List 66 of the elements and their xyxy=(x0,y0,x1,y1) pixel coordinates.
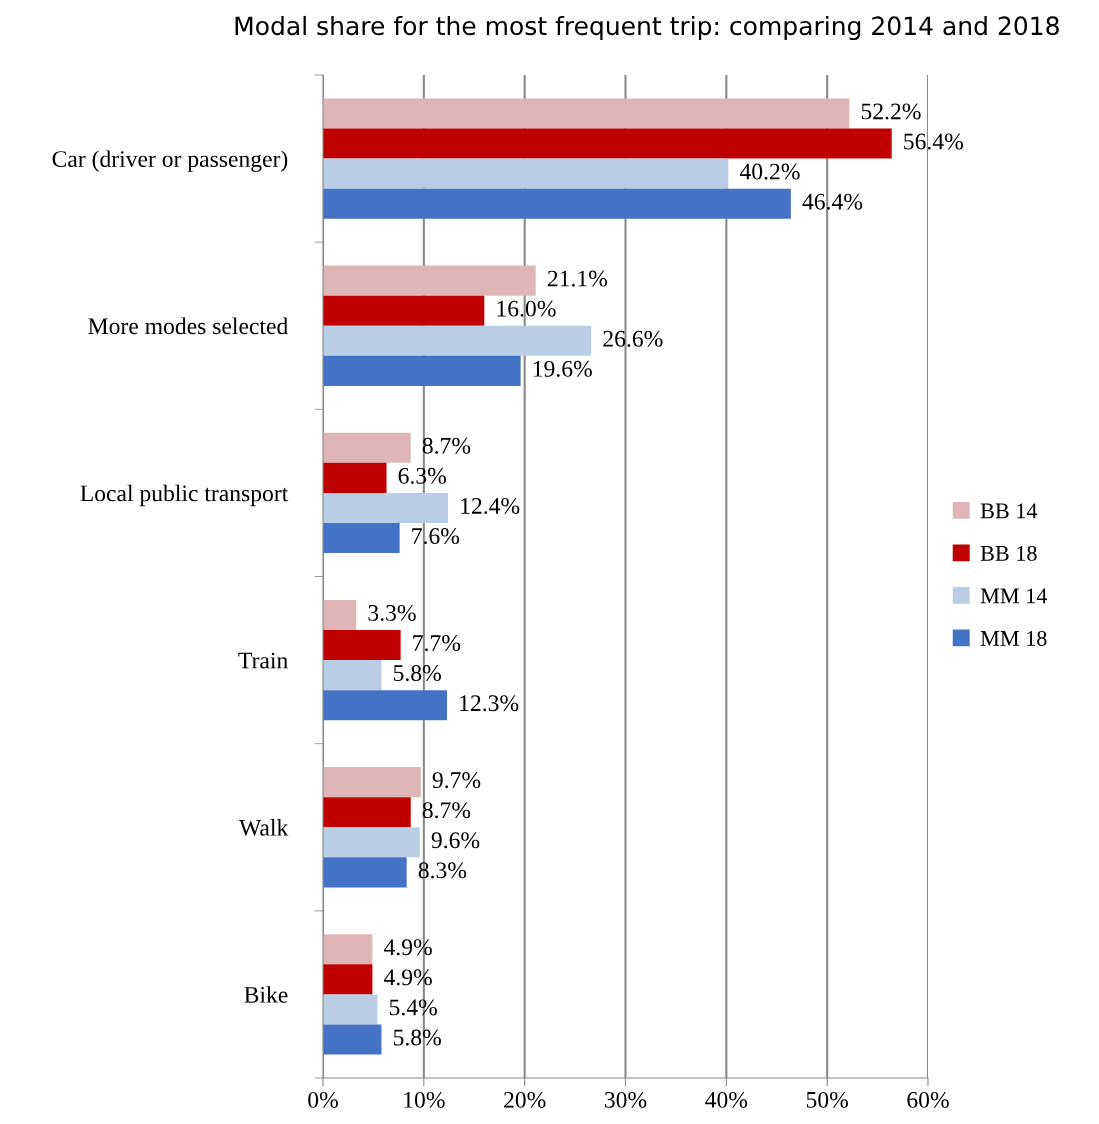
bar xyxy=(323,964,373,995)
x-tick-label: 30% xyxy=(604,1091,647,1108)
bar xyxy=(323,660,382,691)
bar xyxy=(323,158,729,189)
bar xyxy=(323,934,373,965)
bar xyxy=(323,295,485,326)
data-label: 12.3% xyxy=(460,695,519,712)
data-label: 26.6% xyxy=(603,330,663,347)
data-label: 9.6% xyxy=(431,832,480,849)
bar xyxy=(323,523,400,554)
bar xyxy=(323,994,378,1025)
data-label: 6.3% xyxy=(398,467,447,484)
bar xyxy=(323,827,420,858)
bar xyxy=(323,188,791,219)
data-label: 56.4% xyxy=(904,133,963,150)
x-tick-label: 60% xyxy=(907,1091,949,1108)
bar xyxy=(323,265,536,296)
x-tick-label: 20% xyxy=(504,1091,546,1108)
bar xyxy=(323,492,449,524)
y-tick-label: Local public transport xyxy=(80,484,289,507)
y-tick-label: Train xyxy=(238,652,288,669)
y-tick-label: More modes selected xyxy=(88,317,288,335)
bar xyxy=(323,128,892,159)
chart-title: Modal share for the most frequent trip: comparing 2014 and 2018 xyxy=(235,15,1059,41)
bar xyxy=(323,690,448,721)
legend-label: BB 14 xyxy=(980,503,1038,519)
y-tick-label: Car (driver or passenger) xyxy=(52,150,288,172)
bar xyxy=(323,1024,382,1055)
bar xyxy=(323,629,401,661)
data-label: 5.8% xyxy=(393,665,441,682)
data-label: 4.9% xyxy=(383,939,432,956)
data-label: 5.4% xyxy=(389,999,437,1016)
data-label: 46.4% xyxy=(802,193,863,210)
data-label: 19.6% xyxy=(533,360,592,377)
bar xyxy=(323,857,407,888)
data-label: 12.4% xyxy=(461,497,520,514)
bar xyxy=(323,462,387,493)
x-tick-label: 40% xyxy=(705,1091,748,1108)
data-label: 21.1% xyxy=(547,270,608,287)
data-label: 52.2% xyxy=(861,103,921,120)
data-label: 7.6% xyxy=(412,528,460,545)
bar xyxy=(323,767,421,798)
data-label: 9.7% xyxy=(432,772,481,789)
bar xyxy=(323,325,592,356)
data-label: 4.9% xyxy=(383,969,432,986)
bar xyxy=(323,797,411,828)
data-label: 16.0% xyxy=(497,300,556,317)
x-tick-label: 10% xyxy=(404,1091,445,1108)
x-tick-label: 0% xyxy=(308,1091,338,1108)
data-label: 8.3% xyxy=(418,862,467,879)
data-label: 8.7% xyxy=(422,437,471,454)
bar xyxy=(323,355,521,386)
legend-label: BB 18 xyxy=(980,545,1037,561)
data-label: 7.7% xyxy=(413,635,461,652)
legend-label: MM 14 xyxy=(980,588,1048,604)
bar xyxy=(323,98,850,129)
data-label: 5.8% xyxy=(393,1029,441,1046)
bar xyxy=(323,599,357,630)
y-tick-label: Bike xyxy=(244,986,288,1003)
data-label: 8.7% xyxy=(422,802,471,819)
data-label: 3.3% xyxy=(368,604,416,621)
y-tick-label: Walk xyxy=(239,819,289,836)
x-tick-label: 50% xyxy=(806,1091,848,1108)
legend-label: MM 18 xyxy=(980,630,1047,646)
bar xyxy=(323,432,411,463)
data-label: 40.2% xyxy=(739,163,800,180)
